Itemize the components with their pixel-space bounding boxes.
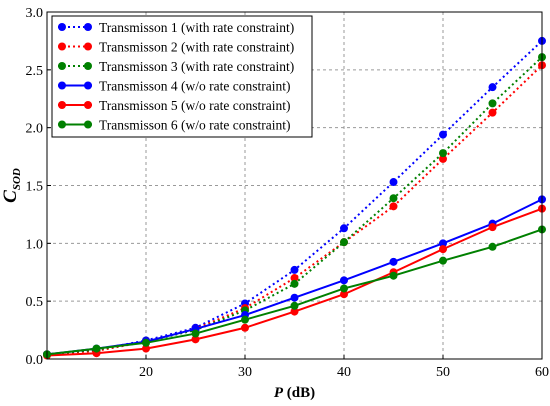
legend-marker <box>84 101 92 109</box>
data-point <box>439 149 447 158</box>
x-axis-label-symbol: P <box>274 385 284 401</box>
legend-marker <box>84 42 92 51</box>
legend-marker <box>58 120 66 129</box>
data-point <box>340 224 348 233</box>
legend-item: Transmisson 4 (w/o rate constraint) <box>58 79 290 94</box>
data-point <box>241 323 249 332</box>
legend-marker <box>58 42 66 51</box>
data-point <box>488 108 497 117</box>
legend-marker <box>84 81 92 90</box>
data-point <box>439 239 447 248</box>
data-point <box>488 99 497 108</box>
y-tick-label: 1.5 <box>26 180 44 195</box>
data-point <box>92 344 101 353</box>
data-point <box>439 256 447 265</box>
y-tick-label: 0.5 <box>26 295 44 310</box>
y-axis-label: CSOD <box>0 168 23 203</box>
y-tick-label: 2.0 <box>26 122 44 137</box>
data-point <box>439 245 447 254</box>
legend-label: Transmisson 3 (with rate constraint) <box>99 59 294 74</box>
y-tick-label: 3.0 <box>26 6 44 21</box>
legend-marker <box>58 81 66 90</box>
series-line <box>46 64 543 356</box>
legend-item: Transmisson 3 (with rate constraint) <box>58 59 294 74</box>
legend-label: Transmisson 6 (w/o rate constraint) <box>99 118 290 133</box>
y-axis-label-subscript: SOD <box>11 168 23 190</box>
y-axis-label-symbol: C <box>0 190 21 203</box>
series-layer <box>43 36 546 360</box>
data-point <box>488 223 497 232</box>
legend-marker <box>84 23 92 31</box>
legend-label: Transmisson 1 (with rate constraint) <box>99 20 294 35</box>
data-point <box>389 178 398 187</box>
legend-label: Transmisson 4 (w/o rate constraint) <box>99 79 290 94</box>
legend-marker <box>58 62 66 70</box>
y-tick-label: 2.5 <box>26 64 44 79</box>
x-axis-label-unit: (dB) <box>283 385 315 401</box>
legend-box <box>51 15 313 138</box>
data-point <box>290 301 299 310</box>
y-tick-label: 1.0 <box>26 237 44 252</box>
legend: Transmisson 1 (with rate constraint) Tran… <box>51 15 313 138</box>
data-point <box>488 242 497 251</box>
data-point <box>389 194 398 203</box>
x-axis-label: P (dB) <box>274 385 315 401</box>
data-point <box>340 290 348 299</box>
data-point <box>340 276 348 285</box>
data-point <box>290 265 299 274</box>
legend-marker <box>58 101 66 109</box>
data-point <box>389 257 398 266</box>
data-point <box>241 315 249 324</box>
x-tick-label: 30 <box>238 365 252 380</box>
x-tick-label: 60 <box>535 365 549 380</box>
data-point <box>389 202 398 211</box>
y-tick-label: 0.0 <box>26 353 44 368</box>
data-point <box>290 293 299 302</box>
legend-item: Transmisson 5 (w/o rate constraint) <box>58 98 290 113</box>
data-point <box>488 83 497 92</box>
legend-label: Transmisson 5 (w/o rate constraint) <box>99 98 290 113</box>
data-point <box>439 130 447 139</box>
data-point <box>290 279 299 288</box>
data-point <box>142 344 150 353</box>
x-tick-label: 40 <box>337 365 351 380</box>
x-tick-label: 50 <box>436 365 450 380</box>
data-point <box>389 271 398 280</box>
series-6 <box>43 225 546 359</box>
legend-marker <box>84 62 92 70</box>
data-point <box>290 307 299 316</box>
x-tick-label: 20 <box>139 365 153 380</box>
data-point <box>439 154 447 163</box>
data-point <box>290 274 299 283</box>
legend-label: Transmisson 2 (with rate constraint) <box>99 40 294 55</box>
legend-marker <box>58 23 66 31</box>
legend-item: Transmisson 6 (w/o rate constraint) <box>58 118 290 133</box>
data-point <box>142 338 150 347</box>
legend-item: Transmisson 1 (with rate constraint) <box>58 20 294 35</box>
axis-ticks: 20 30 40 50 60 0.0 0.5 1.0 1.5 2.0 2.5 3.0 <box>26 6 550 380</box>
data-point <box>191 335 200 344</box>
data-point <box>340 238 348 247</box>
data-point <box>340 284 348 293</box>
legend-marker <box>84 120 92 129</box>
data-point <box>191 329 200 338</box>
legend-item: Transmisson 2 (with rate constraint) <box>58 40 294 55</box>
